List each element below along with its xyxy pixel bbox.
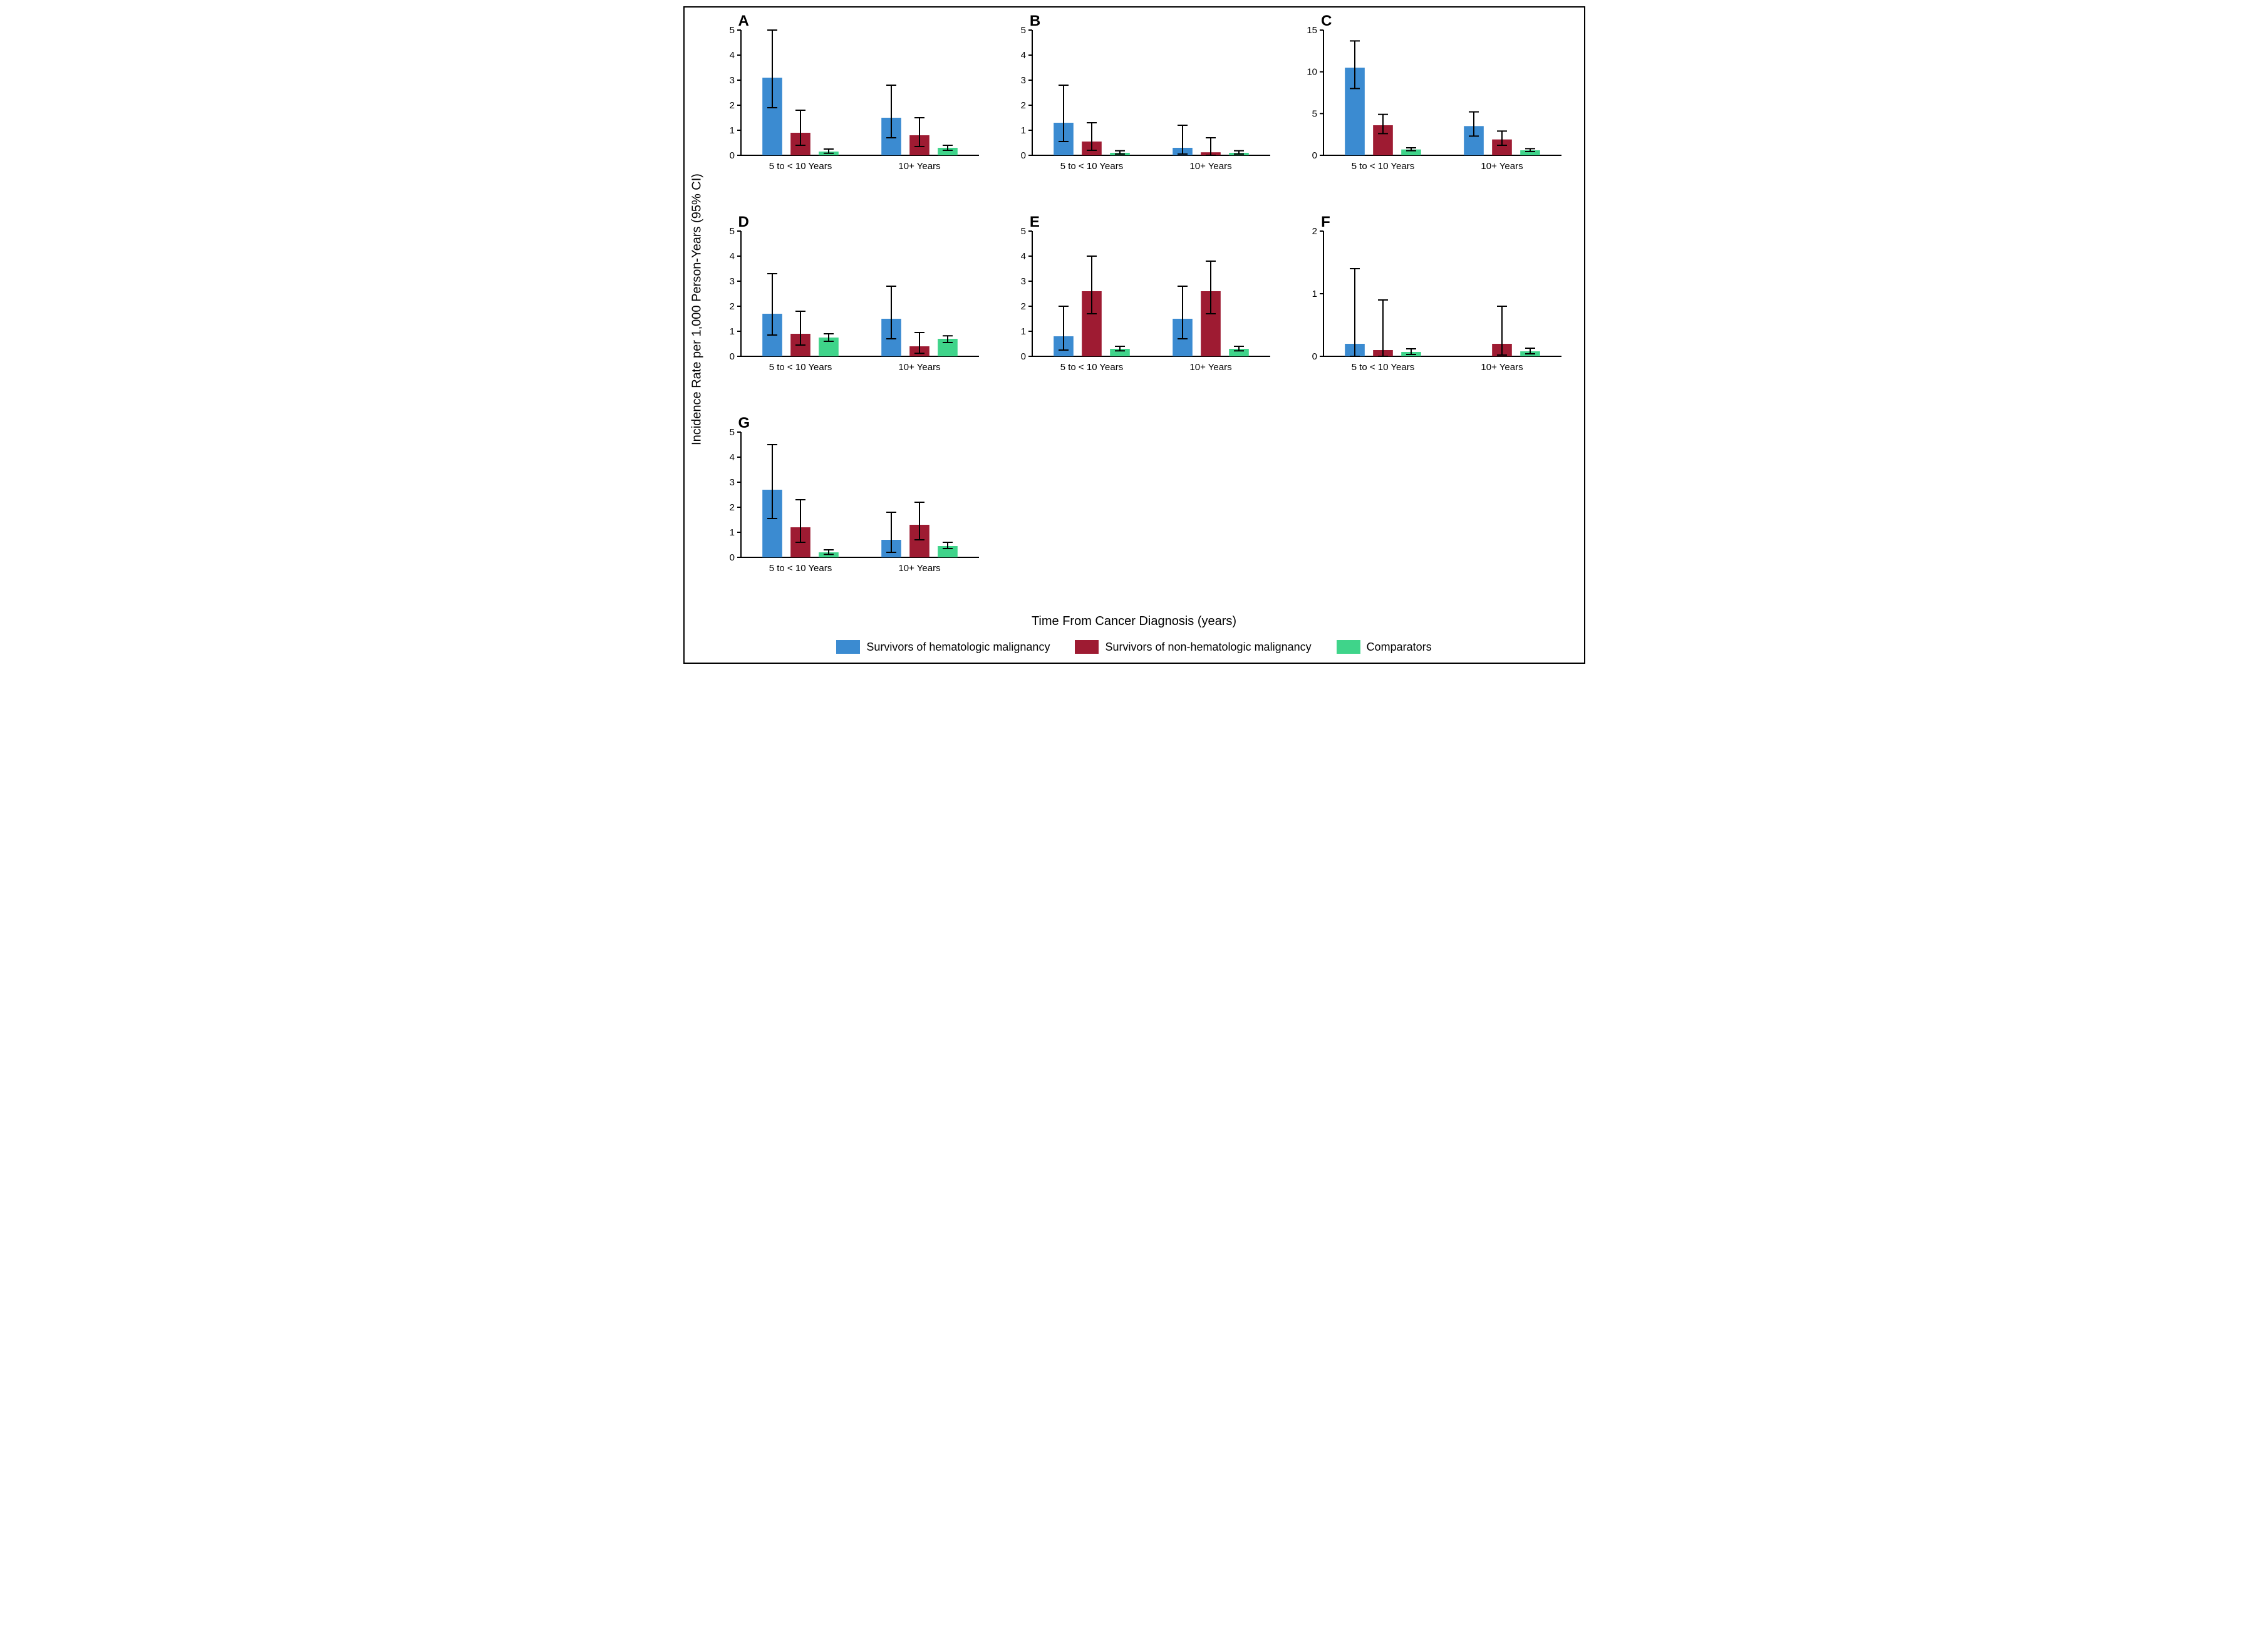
panel-svg: 0 1 2 3 4 5 5 to < 10 Years 10+ Years	[710, 14, 985, 183]
panel-svg: 0 1 2 3 4 5 5 to < 10 Years 10+ Years	[1001, 14, 1276, 183]
panel-D: D 0 1 2 3 4 5 5 to < 10 Years 10+ Years	[710, 215, 988, 410]
svg-text:4: 4	[1020, 50, 1025, 61]
svg-text:0: 0	[1020, 351, 1025, 362]
svg-text:0: 0	[729, 351, 734, 362]
svg-text:2: 2	[729, 100, 734, 111]
svg-text:3: 3	[1020, 276, 1025, 287]
y-axis-label-container: Incidence Rate per 1,000 Person-Years (9…	[685, 8, 710, 611]
svg-text:2: 2	[729, 301, 734, 312]
svg-text:10+ Years: 10+ Years	[1189, 161, 1231, 172]
svg-text:5 to < 10 Years: 5 to < 10 Years	[1060, 362, 1124, 373]
svg-text:0: 0	[1020, 150, 1025, 161]
x-axis-label: Time From Cancer Diagnosis (years)	[685, 611, 1584, 635]
panel-B: B 0 1 2 3 4 5 5 to < 10 Years 10+ Years	[1001, 14, 1280, 209]
legend-label: Survivors of hematologic malignancy	[866, 641, 1050, 654]
svg-text:10+ Years: 10+ Years	[1481, 161, 1523, 172]
svg-text:15: 15	[1307, 25, 1317, 36]
panel-letter: C	[1321, 13, 1332, 30]
panel-C: C 0 5 10 15 5 to < 10 Years 10+ Years	[1292, 14, 1571, 209]
svg-text:10+ Years: 10+ Years	[1481, 362, 1523, 373]
empty-cell	[1001, 416, 1280, 611]
panel-letter: D	[738, 214, 749, 231]
legend-swatch	[836, 640, 860, 654]
svg-text:5: 5	[1020, 226, 1025, 237]
panel-letter: E	[1030, 214, 1040, 231]
empty-cell	[1292, 416, 1571, 611]
svg-text:5 to < 10 Years: 5 to < 10 Years	[1060, 161, 1124, 172]
svg-text:4: 4	[729, 452, 734, 463]
svg-text:5: 5	[729, 25, 734, 36]
svg-text:2: 2	[729, 502, 734, 513]
plot-area: Incidence Rate per 1,000 Person-Years (9…	[685, 8, 1584, 611]
svg-text:3: 3	[729, 477, 734, 488]
svg-text:10+ Years: 10+ Years	[1189, 362, 1231, 373]
svg-text:2: 2	[1312, 226, 1317, 237]
svg-text:5 to < 10 Years: 5 to < 10 Years	[769, 362, 832, 373]
svg-text:1: 1	[729, 527, 734, 538]
panel-svg: 0 1 2 5 to < 10 Years 10+ Years	[1292, 215, 1568, 384]
svg-text:5: 5	[1312, 108, 1317, 119]
svg-text:3: 3	[729, 75, 734, 86]
svg-text:1: 1	[1020, 326, 1025, 337]
legend: Survivors of hematologic malignancy Survi…	[685, 635, 1584, 663]
svg-text:0: 0	[1312, 150, 1317, 161]
svg-text:5: 5	[729, 427, 734, 438]
legend-swatch	[1337, 640, 1360, 654]
svg-text:3: 3	[1020, 75, 1025, 86]
panel-letter: F	[1321, 214, 1330, 231]
svg-text:1: 1	[729, 125, 734, 136]
legend-label: Survivors of non-hematologic malignancy	[1105, 641, 1311, 654]
svg-text:10+ Years: 10+ Years	[898, 362, 940, 373]
panel-svg: 0 1 2 3 4 5 5 to < 10 Years 10+ Years	[710, 416, 985, 585]
svg-text:0: 0	[729, 150, 734, 161]
legend-swatch	[1075, 640, 1099, 654]
panel-F: F 0 1 2 5 to < 10 Years 10+ Years	[1292, 215, 1571, 410]
svg-text:1: 1	[1312, 289, 1317, 299]
svg-text:5 to < 10 Years: 5 to < 10 Years	[769, 563, 832, 574]
panel-A: A 0 1 2 3 4 5 5 to < 10 Years 10+ Years	[710, 14, 988, 209]
svg-text:5: 5	[729, 226, 734, 237]
panel-grid: A 0 1 2 3 4 5 5 to < 10 Years 10+ Years B 0 1 2 3 4 5 5 …	[710, 8, 1584, 611]
svg-text:10+ Years: 10+ Years	[898, 563, 940, 574]
legend-label: Comparators	[1367, 641, 1432, 654]
panel-letter: A	[738, 13, 749, 30]
svg-text:4: 4	[1020, 251, 1025, 262]
svg-text:4: 4	[729, 50, 734, 61]
svg-text:5 to < 10 Years: 5 to < 10 Years	[1352, 161, 1415, 172]
panel-E: E 0 1 2 3 4 5 5 to < 10 Years 10+ Years	[1001, 215, 1280, 410]
panel-letter: B	[1030, 13, 1040, 30]
svg-text:0: 0	[729, 552, 734, 563]
svg-text:5 to < 10 Years: 5 to < 10 Years	[1352, 362, 1415, 373]
panel-letter: G	[738, 415, 750, 432]
figure-frame: Incidence Rate per 1,000 Person-Years (9…	[683, 6, 1585, 664]
svg-text:2: 2	[1020, 100, 1025, 111]
svg-text:5: 5	[1020, 25, 1025, 36]
legend-item: Survivors of hematologic malignancy	[836, 640, 1050, 654]
svg-text:1: 1	[729, 326, 734, 337]
y-axis-label: Incidence Rate per 1,000 Person-Years (9…	[690, 173, 704, 445]
svg-text:4: 4	[729, 251, 734, 262]
panel-svg: 0 1 2 3 4 5 5 to < 10 Years 10+ Years	[710, 215, 985, 384]
svg-text:10+ Years: 10+ Years	[898, 161, 940, 172]
svg-text:3: 3	[729, 276, 734, 287]
panel-svg: 0 1 2 3 4 5 5 to < 10 Years 10+ Years	[1001, 215, 1276, 384]
svg-text:0: 0	[1312, 351, 1317, 362]
svg-text:1: 1	[1020, 125, 1025, 136]
svg-text:10: 10	[1307, 67, 1317, 78]
legend-item: Comparators	[1337, 640, 1432, 654]
legend-item: Survivors of non-hematologic malignancy	[1075, 640, 1311, 654]
svg-text:5 to < 10 Years: 5 to < 10 Years	[769, 161, 832, 172]
svg-text:2: 2	[1020, 301, 1025, 312]
panel-svg: 0 5 10 15 5 to < 10 Years 10+ Years	[1292, 14, 1568, 183]
panel-G: G 0 1 2 3 4 5 5 to < 10 Years 10+ Years	[710, 416, 988, 611]
